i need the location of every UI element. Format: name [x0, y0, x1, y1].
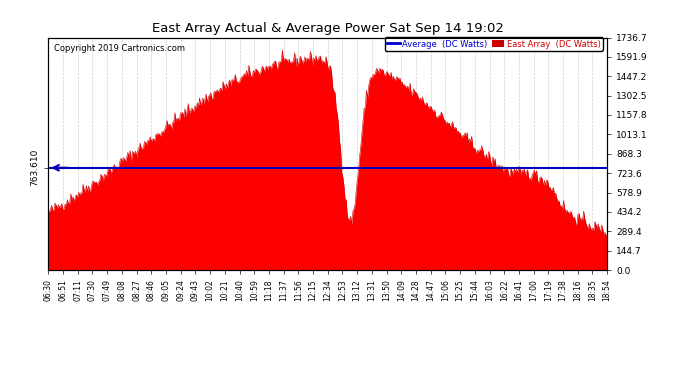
Text: Copyright 2019 Cartronics.com: Copyright 2019 Cartronics.com: [54, 45, 185, 54]
Legend: Average  (DC Watts), East Array  (DC Watts): Average (DC Watts), East Array (DC Watts…: [385, 37, 603, 51]
Title: East Array Actual & Average Power Sat Sep 14 19:02: East Array Actual & Average Power Sat Se…: [152, 22, 504, 35]
